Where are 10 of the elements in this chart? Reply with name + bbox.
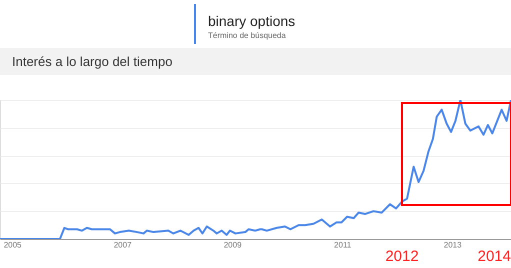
x-tick-label: 2011 [334, 240, 352, 250]
x-tick-label: 2005 [4, 240, 22, 250]
x-tick-label: 2009 [224, 240, 242, 250]
text: 2012 [385, 248, 419, 265]
chart-title: Interés a lo largo del tiempo [12, 54, 172, 69]
x-tick-label: 2007 [114, 240, 132, 250]
x-tick-label: 2013 [444, 240, 462, 250]
text: 2014 [478, 248, 511, 265]
legend-title: Término de búsqueda [208, 31, 286, 40]
text: binary options [208, 13, 296, 29]
